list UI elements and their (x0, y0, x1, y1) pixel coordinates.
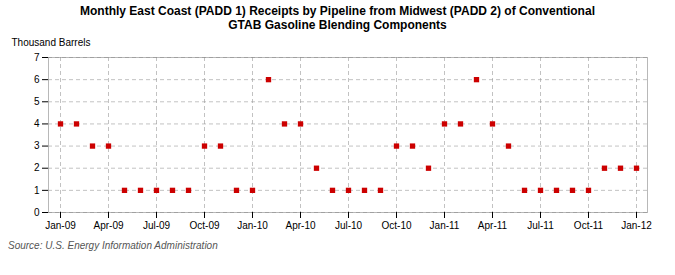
svg-text:2: 2 (34, 162, 40, 173)
svg-text:Apr-09: Apr-09 (93, 219, 123, 230)
svg-text:3: 3 (34, 140, 40, 151)
svg-text:Jul-09: Jul-09 (143, 219, 171, 230)
svg-text:Jan-11: Jan-11 (430, 219, 460, 230)
svg-text:Oct-10: Oct-10 (381, 219, 411, 230)
svg-text:6: 6 (34, 74, 40, 85)
svg-text:Apr-10: Apr-10 (285, 219, 315, 230)
svg-text:Jan-10: Jan-10 (237, 219, 268, 230)
html-text:Monthly East Coast (PADD 1) Re: Monthly East Coast (PADD 1) Receipts by … (80, 4, 595, 18)
svg-text:Jan-09: Jan-09 (45, 219, 76, 230)
svg-text:Jul-10: Jul-10 (335, 219, 363, 230)
html-text:Source: U.S. Energy Informatio: Source: U.S. Energy Information Administ… (8, 239, 218, 251)
svg-text:Jan-12: Jan-12 (621, 219, 652, 230)
svg-text:Oct-11: Oct-11 (574, 219, 604, 230)
svg-text:5: 5 (34, 96, 40, 107)
svg-text:7: 7 (34, 51, 40, 62)
svg-text:0: 0 (34, 206, 40, 217)
svg-text:Oct-09: Oct-09 (189, 219, 219, 230)
svg-text:1: 1 (34, 184, 40, 195)
svg-text:Apr-11: Apr-11 (478, 219, 508, 230)
svg-text:Thousand Barrels: Thousand Barrels (12, 36, 91, 47)
html-text:GTAB Gasoline Blending Compone: GTAB Gasoline Blending Components (228, 18, 447, 33)
svg-text:Jul-11: Jul-11 (527, 219, 554, 230)
svg-text:4: 4 (34, 118, 40, 129)
